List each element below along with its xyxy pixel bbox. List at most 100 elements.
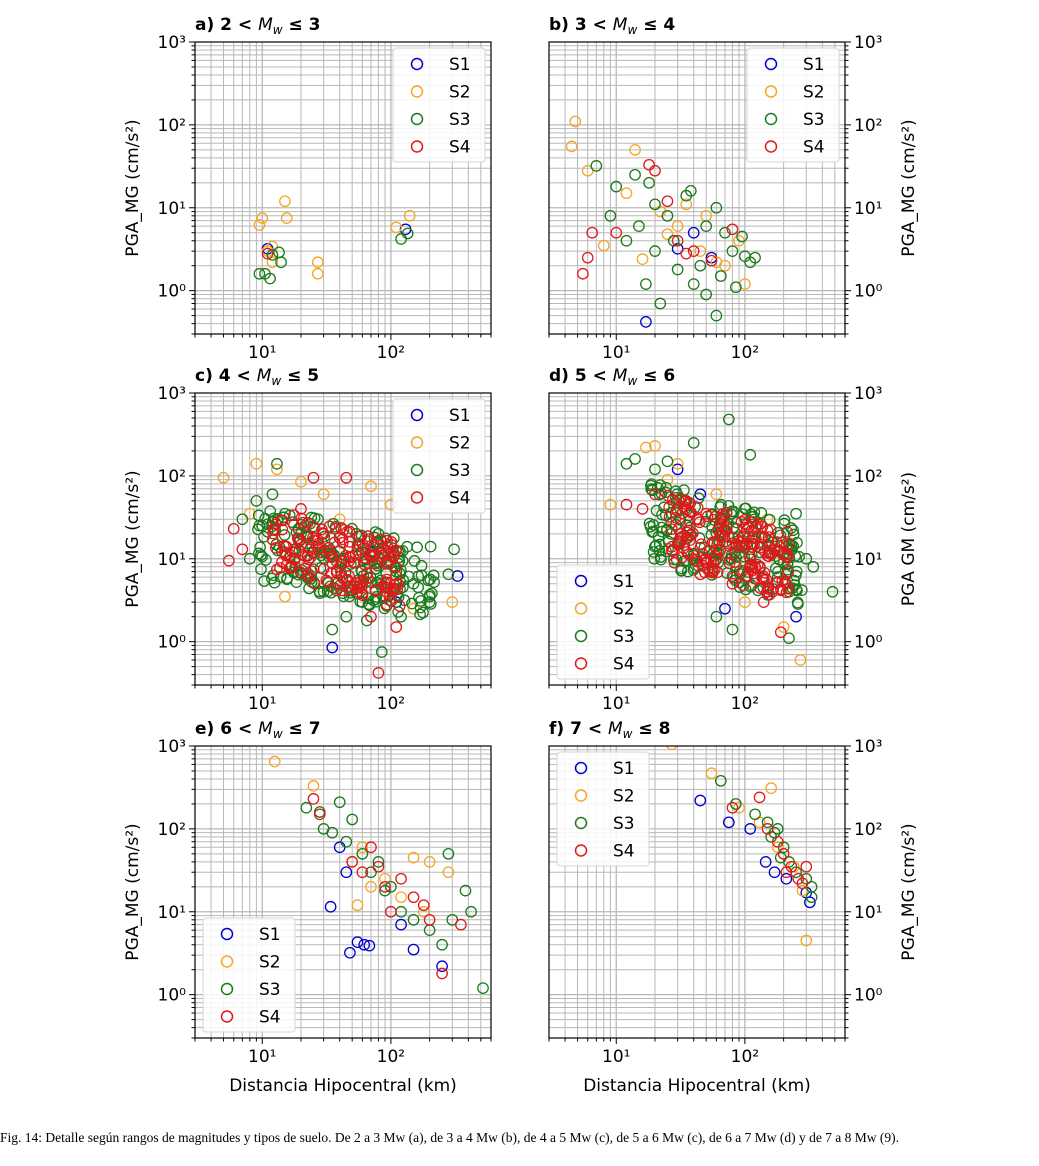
subplot-title: d) 5 < Mw ≤ 6 (549, 366, 675, 388)
point-S3 (401, 227, 414, 240)
point-S3 (647, 519, 660, 531)
point-S2 (446, 596, 459, 608)
point-S3 (790, 507, 802, 520)
point-S4 (353, 530, 366, 543)
point-S2 (390, 221, 403, 234)
point-S4 (720, 547, 732, 560)
y-tick-label: 10² (158, 467, 186, 487)
point-S4 (261, 247, 274, 260)
point-S3 (340, 835, 353, 848)
title-mw-symbol: M (257, 366, 272, 386)
point-S3 (661, 209, 674, 222)
point-S4 (312, 543, 325, 555)
legend-label: S2 (449, 83, 471, 103)
point-S3 (378, 602, 391, 615)
point-S3 (422, 574, 435, 587)
legend-marker-S4 (574, 657, 588, 670)
point-S4 (771, 835, 784, 848)
legend: S1 S2 S3 S4 (392, 47, 486, 163)
subplot-title: e) 6 < Mw ≤ 7 (195, 719, 321, 741)
point-S3 (687, 437, 700, 449)
point-S4 (777, 548, 789, 561)
subplot-a: 10¹ 10² 10⁰ 10¹ 10² 10³ a) 2 < Mw ≤ 3 PGA_MG (c… (123, 15, 492, 363)
point-S4 (372, 860, 385, 873)
point-S3 (629, 168, 641, 181)
point-S2 (666, 746, 678, 751)
point-S1 (759, 856, 772, 868)
point-S4 (728, 556, 741, 568)
point-S4 (727, 571, 740, 584)
point-S4 (395, 872, 407, 885)
point-S3 (260, 554, 272, 566)
title-suffix: ≤ 3 (283, 15, 321, 35)
point-S3 (710, 610, 723, 623)
point-S4 (320, 574, 333, 587)
point-S4 (368, 557, 381, 570)
point-S3 (682, 565, 694, 578)
point-S4 (288, 553, 301, 566)
point-S3 (700, 220, 713, 233)
y-tick-label: 10³ (158, 384, 186, 404)
point-S2 (794, 654, 807, 666)
point-S2 (800, 934, 813, 947)
point-S2 (365, 880, 377, 893)
point-S2 (442, 866, 455, 879)
point-S3 (256, 519, 269, 532)
point-S3 (688, 547, 700, 560)
legend-label: S3 (613, 814, 635, 834)
point-S1 (451, 570, 464, 582)
point-S3 (714, 270, 727, 282)
point-S4 (610, 226, 623, 239)
axes-frame (548, 392, 846, 686)
point-S3 (761, 816, 774, 829)
figure-caption: Fig. 14: Detalle según rangos de magnitu… (0, 1130, 900, 1145)
point-S3 (726, 505, 738, 518)
y-tick-label: 10⁰ (854, 986, 883, 1006)
legend-marker-S1 (574, 574, 588, 588)
point-S1 (363, 939, 376, 952)
title-suffix: ≤ 4 (637, 15, 675, 35)
point-S3 (653, 544, 666, 557)
point-S4 (369, 585, 382, 597)
point-S4 (379, 577, 391, 590)
point-S3 (340, 610, 353, 623)
point-S3 (411, 541, 423, 554)
point-S3 (744, 448, 757, 461)
point-S4 (379, 880, 391, 893)
point-S1 (358, 938, 371, 951)
point-S1 (790, 610, 802, 623)
point-S3 (633, 220, 645, 233)
y-tick-label: 10⁰ (854, 282, 883, 302)
point-S3 (620, 457, 633, 470)
y-tick-label: 10¹ (158, 199, 186, 219)
title-prefix: c) 4 < (195, 366, 257, 386)
point-S3 (426, 587, 438, 600)
point-S1 (436, 960, 448, 973)
point-S4 (343, 584, 356, 597)
point-S4 (367, 551, 379, 563)
point-S4 (649, 488, 661, 501)
y-tick-label: 10² (854, 820, 882, 840)
point-S4 (688, 554, 701, 566)
point-S4 (700, 507, 713, 520)
point-S3 (653, 488, 666, 501)
legend-marker-S3 (410, 112, 424, 126)
point-S4 (669, 511, 682, 524)
legend-marker-S2 (574, 789, 588, 802)
point-S4 (359, 552, 372, 564)
title-prefix: b) 3 < (549, 15, 613, 35)
point-S3 (326, 623, 339, 636)
point-S4 (388, 550, 400, 562)
point-S3 (807, 560, 820, 573)
point-S2 (307, 780, 320, 792)
point-S3 (243, 552, 256, 565)
point-S4 (268, 524, 280, 536)
title-mw-symbol: M (613, 366, 628, 386)
point-S3 (255, 563, 267, 576)
title-prefix: d) 5 < (549, 366, 613, 386)
point-S3 (442, 568, 455, 581)
point-S4 (695, 538, 708, 551)
point-S2 (403, 209, 416, 222)
point-S3 (710, 309, 723, 322)
point-S4 (738, 522, 750, 534)
